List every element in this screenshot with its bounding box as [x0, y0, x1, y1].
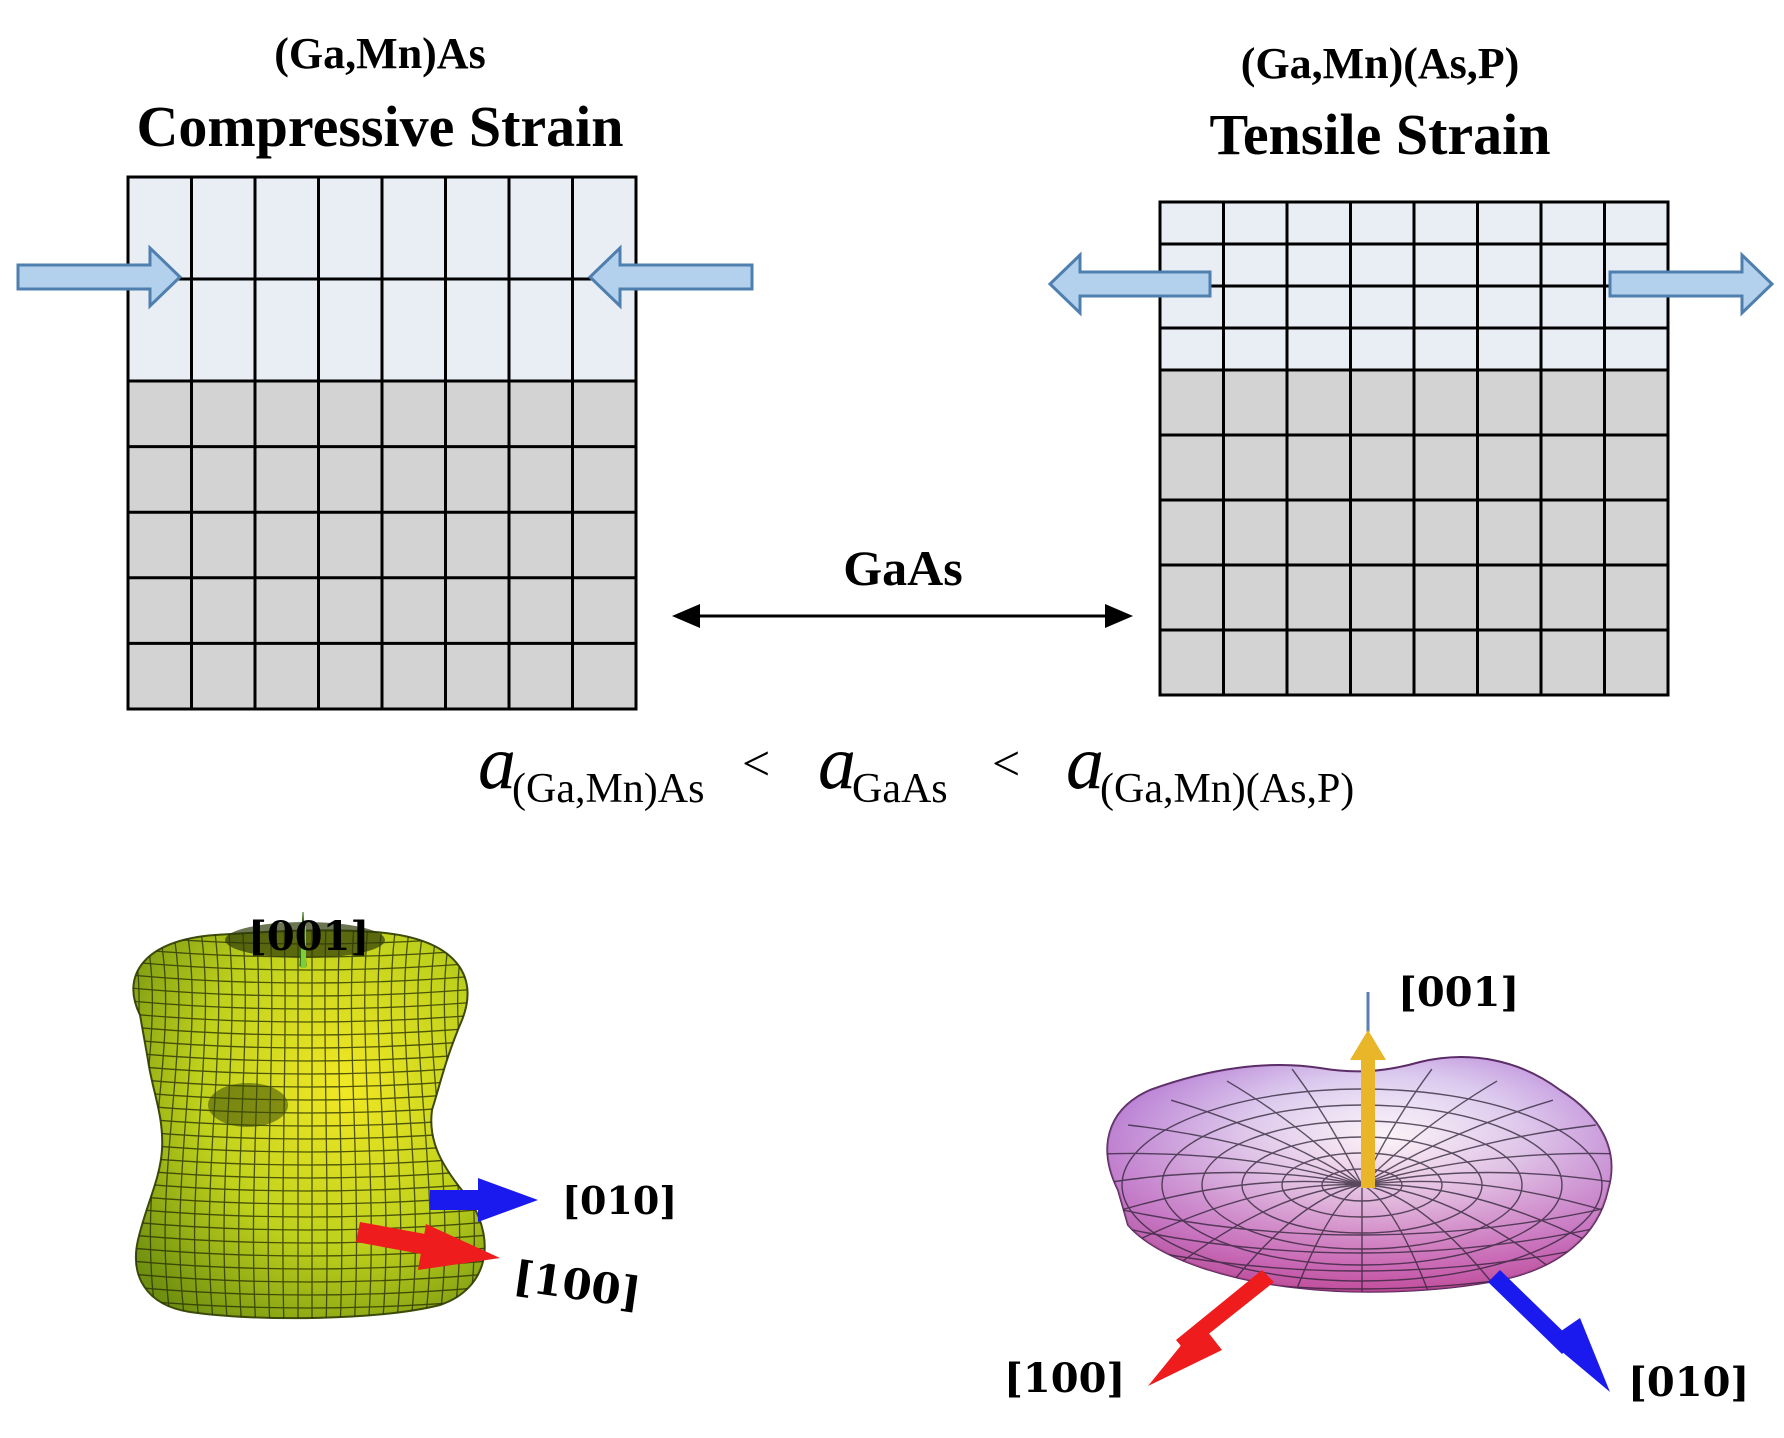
- left-mesh-meridian: [417, 930, 431, 1319]
- left-mesh-meridian: [377, 930, 387, 1319]
- substrate-label: GaAs: [843, 540, 962, 596]
- left-mesh-parallel: [133, 1168, 485, 1179]
- left-mesh-meridian: [350, 930, 358, 1319]
- relation-sub-1: (Ga,Mn)As: [512, 766, 704, 812]
- right-mesh-meridian: [1226, 1080, 1363, 1186]
- right-mesh-meridian: [1361, 1180, 1612, 1217]
- left-lattice: [126, 175, 638, 711]
- left-mesh-parallel: [133, 1272, 485, 1283]
- right-mesh-meridian: [1361, 1171, 1612, 1186]
- right-mesh-meridian: [1127, 1183, 1363, 1246]
- left-mesh-meridian: [193, 930, 207, 1319]
- left-strain-title: Compressive Strain: [136, 94, 623, 159]
- right-mesh-meridian: [1361, 1184, 1498, 1290]
- relation-op-1: <: [742, 735, 770, 791]
- right-axis-010-label: [010]: [1628, 1359, 1749, 1406]
- right-mesh-meridian: [1107, 1180, 1363, 1217]
- relation-sub-3: (Ga,Mn)(As,P): [1100, 766, 1354, 812]
- a-symbol-1: a: [478, 721, 516, 805]
- lattice-constant-relation: a (Ga,Mn)As < a GaAs < a (Ga,Mn)(As,P): [478, 721, 1354, 812]
- right-mesh-meridian: [1361, 1124, 1596, 1186]
- right-mesh-meridian: [1170, 1184, 1363, 1271]
- right-mesh-meridian: [1361, 1152, 1612, 1186]
- right-axis-100-arrow: [1148, 1270, 1274, 1386]
- right-substrate-layer: [1158, 368, 1670, 697]
- left-mesh-parallel: [133, 1285, 485, 1296]
- tensile-arrow-right: [1608, 251, 1775, 317]
- left-axis-010-label: [010]: [562, 1178, 677, 1223]
- left-mesh-meridian: [310, 930, 314, 1319]
- substrate-double-arrow: [672, 604, 1133, 628]
- left-mesh-meridian: [164, 930, 180, 1319]
- left-mesh-parallel: [133, 986, 485, 997]
- right-axis-001-label: [001]: [1398, 969, 1519, 1016]
- right-mesh-meridian: [1361, 1184, 1554, 1271]
- right-mesh-parallel: [1107, 1240, 1612, 1272]
- right-mesh-meridian: [1107, 1152, 1363, 1186]
- right-mesh-meridian: [1107, 1171, 1363, 1186]
- left-mesh-parallel: [133, 1012, 485, 1023]
- left-mesh-meridian: [324, 930, 328, 1319]
- right-mesh-meridian: [1361, 1184, 1433, 1292]
- relation-sub-2: GaAs: [852, 766, 948, 812]
- right-lattice: [1158, 200, 1670, 697]
- left-mesh-parallel: [133, 1207, 485, 1218]
- tensile-arrow-left: [1047, 251, 1212, 317]
- left-mesh-parallel: [133, 1181, 485, 1192]
- a-symbol-2: a: [818, 721, 856, 805]
- left-substrate-layer: [126, 379, 638, 711]
- right-mesh-parallel: [1107, 1222, 1612, 1254]
- left-mesh-parallel: [133, 960, 485, 971]
- left-mesh-parallel: [133, 999, 485, 1010]
- left-mesh-meridian: [133, 930, 140, 1319]
- left-mesh-meridian: [364, 930, 372, 1319]
- left-mesh-meridian: [390, 930, 402, 1319]
- left-axis-010-arrow: [430, 1178, 538, 1222]
- right-mesh-meridian: [1128, 1124, 1363, 1186]
- left-film-layer: [126, 175, 638, 383]
- right-strain-title: Tensile Strain: [1209, 102, 1550, 167]
- right-material-title: (Ga,Mn)(As,P): [1241, 39, 1520, 88]
- right-mesh-meridian: [1170, 1099, 1363, 1186]
- compress-arrow-right: [587, 244, 754, 310]
- left-mesh-meridian: [179, 930, 193, 1319]
- right-axis-010-arrow: [1488, 1270, 1610, 1392]
- left-mesh-parallel: [133, 1038, 485, 1049]
- right-axis-001-arrow: [1350, 992, 1386, 1188]
- left-mesh-meridian: [296, 930, 300, 1319]
- left-axis-001-arrow: [299, 911, 307, 968]
- left-mesh-meridian: [403, 930, 417, 1319]
- right-mesh-meridian: [1226, 1184, 1363, 1290]
- left-mesh-parallel: [133, 1025, 485, 1036]
- compress-arrow-left: [16, 244, 183, 310]
- left-mesh-parallel: [133, 973, 485, 984]
- right-mesh-meridian: [1361, 1099, 1554, 1186]
- right-axis-100-label: [100]: [1004, 1355, 1125, 1402]
- right-film-layer: [1158, 200, 1670, 372]
- left-axis-001-label: [001]: [248, 913, 369, 960]
- right-mesh-meridian: [1291, 1068, 1363, 1186]
- right-mesh-parallel: [1107, 1204, 1612, 1236]
- right-mesh-meridian: [1361, 1080, 1498, 1186]
- left-mesh-parallel: [133, 1220, 485, 1231]
- relation-op-2: <: [992, 735, 1020, 791]
- right-mesh-meridian: [1361, 1183, 1597, 1246]
- left-mesh-parallel: [133, 1051, 485, 1062]
- strain-arrows: [16, 244, 1775, 317]
- left-mesh-meridian: [337, 930, 343, 1319]
- left-axis-100-label: [100]: [511, 1251, 644, 1317]
- left-material-title: (Ga,Mn)As: [274, 29, 485, 78]
- left-axis-100-arrow: [356, 1222, 500, 1270]
- right-mesh-meridian: [1291, 1184, 1363, 1292]
- a-symbol-3: a: [1066, 721, 1104, 805]
- left-anisotropy-surface: [132, 922, 486, 1320]
